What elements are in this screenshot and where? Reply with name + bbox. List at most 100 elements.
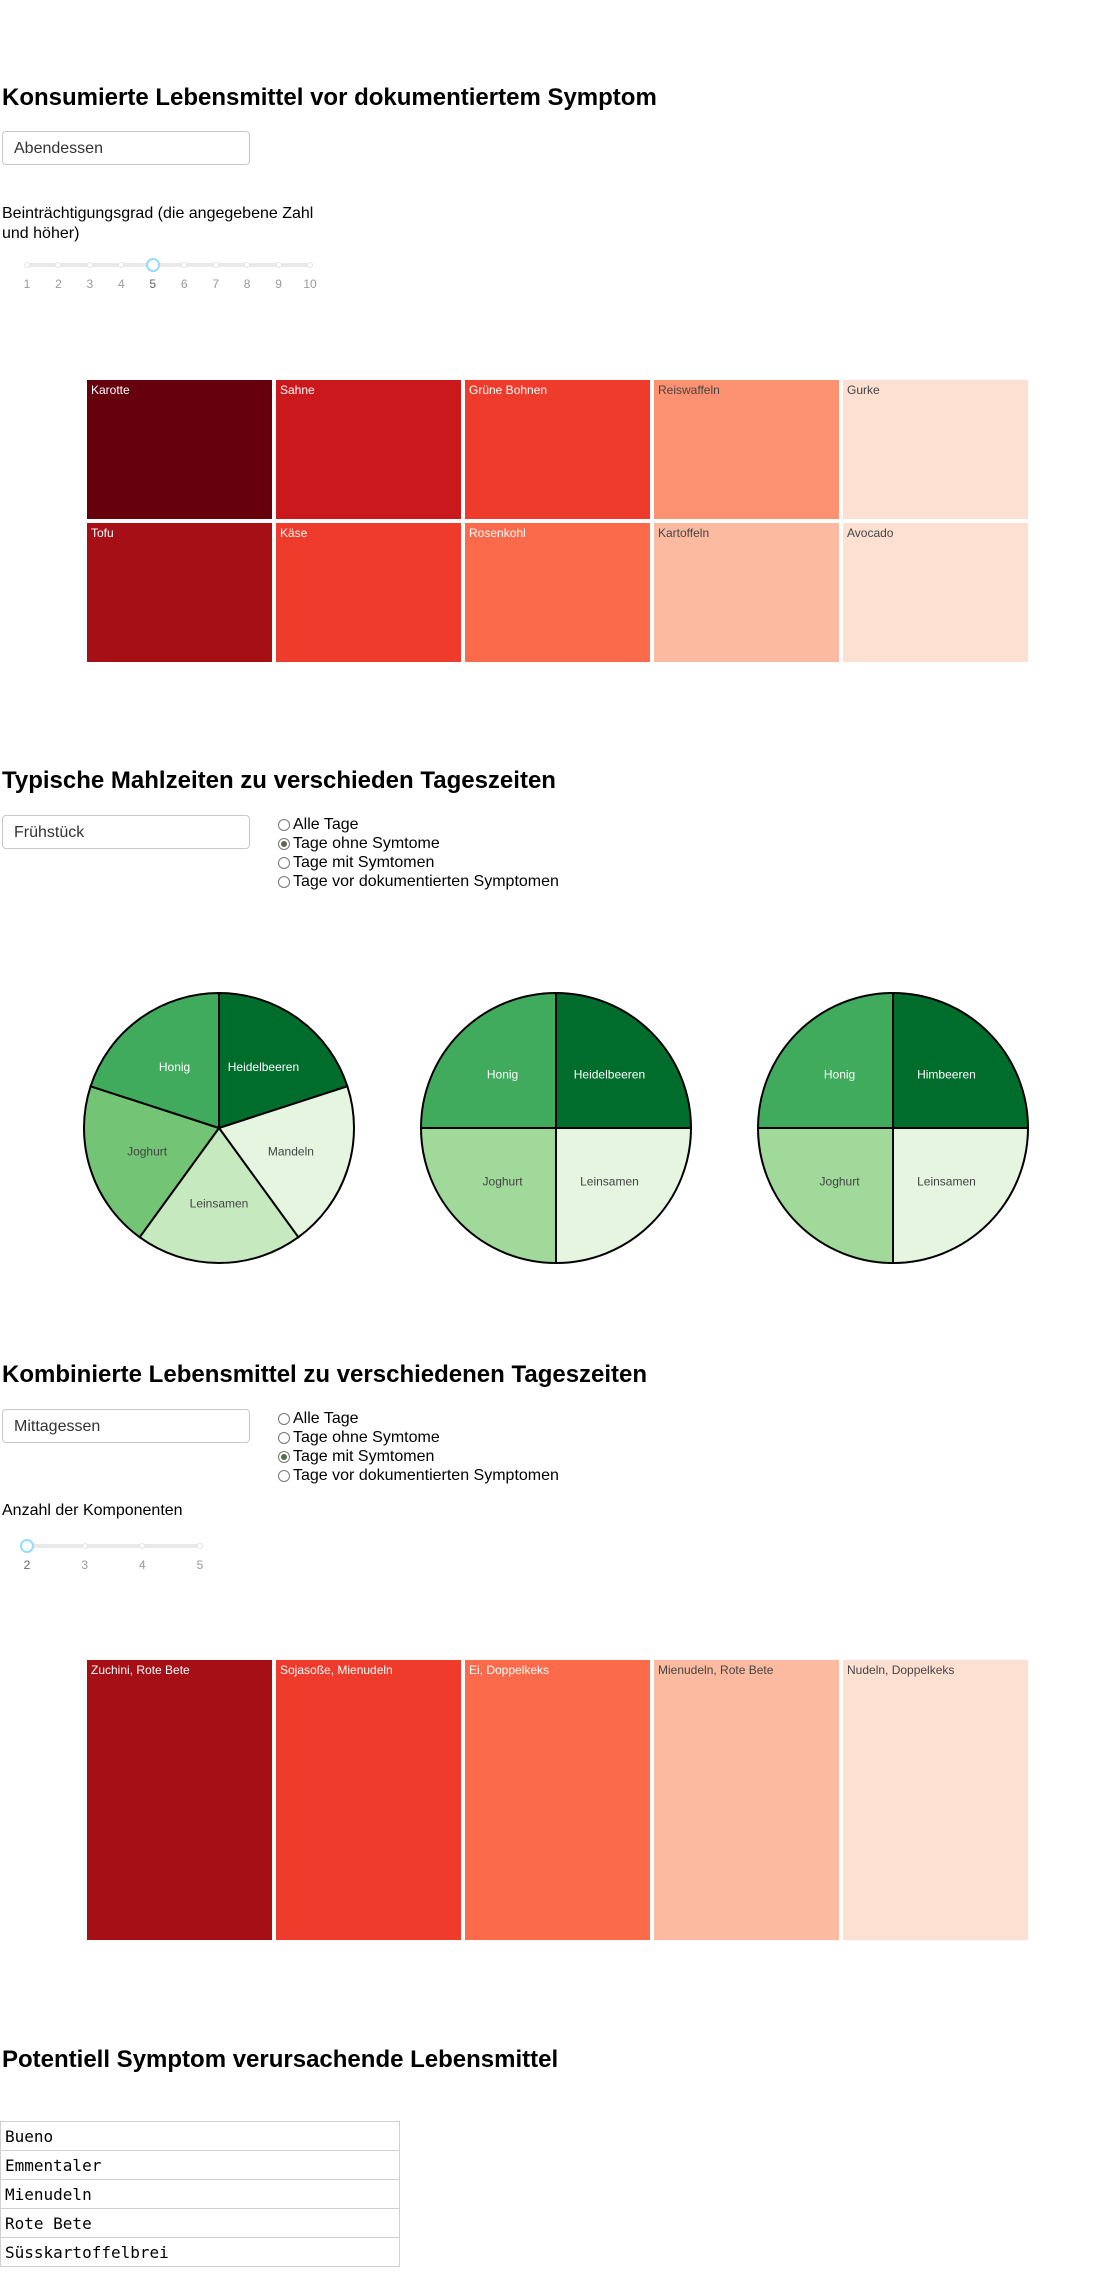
- radio-label[interactable]: Tage mit Symtomen: [293, 854, 435, 871]
- radio-option[interactable]: Tage vor dokumentierten Symptomen: [278, 1466, 559, 1485]
- slider-mark[interactable]: 10: [303, 277, 317, 291]
- treemap-cell[interactable]: Mienudeln, Rote Bete: [654, 1660, 839, 1940]
- consumed-meal-dropdown[interactable]: Abendessen: [2, 131, 250, 165]
- pie-slice[interactable]: [217, 1085, 355, 1239]
- combined-treemap: Zuchini, Rote Bete Sojasoße, Mienudeln Ei,…: [87, 1660, 1028, 1940]
- radio-unchecked-icon[interactable]: [278, 1431, 290, 1444]
- treemap-cell[interactable]: Reiswaffeln: [654, 380, 839, 519]
- pie-slice[interactable]: [555, 991, 693, 1129]
- slider-mark[interactable]: 6: [180, 277, 188, 291]
- consumed-meal-value: Abendessen: [14, 140, 103, 157]
- typical-meal-dropdown[interactable]: Frühstück: [2, 815, 250, 849]
- typical-day-filter[interactable]: Alle Tage Tage ohne Symtome Tage mit Symto…: [278, 815, 559, 891]
- slider-mark[interactable]: 9: [275, 277, 282, 291]
- radio-option[interactable]: Alle Tage: [278, 1409, 559, 1428]
- combined-meal-dropdown[interactable]: Mittagessen: [2, 1409, 250, 1443]
- radio-option[interactable]: Tage ohne Symtome: [278, 1428, 559, 1447]
- slider-track[interactable]: [27, 263, 310, 267]
- slider-mark[interactable]: 2: [55, 277, 62, 291]
- slider-dot[interactable]: [139, 1543, 146, 1549]
- components-slider-label: Anzahl der Komponenten: [2, 1502, 183, 1519]
- radio-unchecked-icon[interactable]: [278, 875, 290, 888]
- pie-slice-label: Honig: [159, 1060, 190, 1074]
- table-row: Mienudeln: [0, 2179, 400, 2209]
- radio-label[interactable]: Tage vor dokumentierten Symptomen: [293, 873, 559, 890]
- radio-option[interactable]: Alle Tage: [278, 815, 559, 834]
- slider-dot[interactable]: [118, 262, 125, 268]
- slider-mark[interactable]: 3: [86, 277, 94, 291]
- pie-slice[interactable]: [89, 991, 220, 1130]
- slider-dot[interactable]: [307, 262, 313, 268]
- pie-slice[interactable]: [892, 991, 1030, 1129]
- slider-handle[interactable]: [145, 258, 160, 272]
- pie-slice[interactable]: [419, 991, 557, 1129]
- slider-dot[interactable]: [181, 262, 188, 268]
- treemap-cell[interactable]: Zuchini, Rote Bete: [87, 1660, 272, 1940]
- slider-mark[interactable]: 4: [138, 1558, 146, 1572]
- treemap-cell[interactable]: Karotte: [87, 380, 272, 519]
- pie-slice-label: Joghurt: [127, 1144, 168, 1158]
- treemap-cell[interactable]: Gurke: [843, 380, 1028, 519]
- radio-option[interactable]: Tage vor dokumentierten Symptomen: [278, 872, 559, 891]
- radio-label[interactable]: Alle Tage: [293, 816, 359, 833]
- radio-unchecked-icon[interactable]: [278, 856, 290, 869]
- slider-dot[interactable]: [197, 1543, 203, 1549]
- pie-slice[interactable]: [756, 991, 894, 1129]
- radio-unchecked-icon[interactable]: [278, 1412, 290, 1425]
- slider-track[interactable]: [27, 1544, 200, 1548]
- pie-slice-label: Mandeln: [268, 1144, 314, 1158]
- treemap-cell[interactable]: Avocado: [843, 523, 1028, 662]
- radio-label[interactable]: Tage ohne Symtome: [293, 1429, 440, 1446]
- slider-dot[interactable]: [24, 262, 30, 268]
- treemap-cell[interactable]: Rosenkohl: [465, 523, 650, 662]
- radio-label[interactable]: Alle Tage: [293, 1410, 359, 1427]
- radio-unchecked-icon[interactable]: [278, 1469, 290, 1482]
- treemap-cell[interactable]: Grüne Bohnen: [465, 380, 650, 519]
- slider-mark[interactable]: 1: [23, 277, 31, 291]
- pie-slice-label: Honig: [487, 1068, 518, 1082]
- pie-slice[interactable]: [756, 1127, 894, 1265]
- slider-handle[interactable]: [20, 1539, 34, 1553]
- table-row: Bueno: [0, 2121, 400, 2151]
- pie-slice[interactable]: [83, 1085, 221, 1239]
- slider-dot[interactable]: [244, 262, 251, 268]
- radio-checked-icon[interactable]: [278, 837, 290, 850]
- treemap-cell[interactable]: Käse: [276, 523, 461, 662]
- slider-dot[interactable]: [81, 1543, 88, 1549]
- slider-mark[interactable]: 8: [243, 277, 251, 291]
- pie-slice[interactable]: [138, 1126, 300, 1264]
- components-slider[interactable]: 2 3 4 5: [0, 1536, 220, 1576]
- radio-option[interactable]: Tage mit Symtomen: [278, 1447, 559, 1466]
- pie-slice-label: Joghurt: [820, 1174, 861, 1188]
- pie-slice[interactable]: [892, 1127, 1030, 1265]
- slider-mark[interactable]: 4: [117, 277, 125, 291]
- impairment-slider[interactable]: 1 2 3 4 5 6 7 8 9 10: [0, 255, 330, 295]
- slider-mark[interactable]: 3: [81, 1558, 88, 1572]
- slider-dot[interactable]: [86, 262, 93, 268]
- treemap-cell[interactable]: Kartoffeln: [654, 523, 839, 662]
- slider-dot[interactable]: [55, 262, 62, 268]
- slider-mark[interactable]: 7: [212, 277, 219, 291]
- radio-checked-icon[interactable]: [278, 1450, 290, 1463]
- radio-label[interactable]: Tage mit Symtomen: [293, 1448, 435, 1465]
- slider-mark[interactable]: 5: [149, 277, 157, 291]
- pie-slice[interactable]: [218, 991, 349, 1130]
- pie-slice[interactable]: [419, 1127, 557, 1265]
- treemap-cell[interactable]: Tofu: [87, 523, 272, 662]
- radio-option[interactable]: Tage mit Symtomen: [278, 853, 559, 872]
- treemap-cell[interactable]: Ei, Doppelkeks: [465, 1660, 650, 1940]
- treemap-cell[interactable]: Sahne: [276, 380, 461, 519]
- pie-slice-label: Himbeeren: [917, 1068, 976, 1082]
- pie-slice[interactable]: [555, 1127, 693, 1265]
- radio-option[interactable]: Tage ohne Symtome: [278, 834, 559, 853]
- treemap-cell[interactable]: Sojasoße, Mienudeln: [276, 1660, 461, 1940]
- treemap-cell[interactable]: Nudeln, Doppelkeks: [843, 1660, 1028, 1940]
- slider-dot[interactable]: [275, 262, 282, 268]
- slider-mark[interactable]: 2: [23, 1558, 31, 1572]
- slider-mark[interactable]: 5: [196, 1558, 204, 1572]
- slider-dot[interactable]: [212, 262, 219, 268]
- combined-day-filter[interactable]: Alle Tage Tage ohne Symtome Tage mit Symto…: [278, 1409, 559, 1485]
- radio-unchecked-icon[interactable]: [278, 818, 290, 831]
- radio-label[interactable]: Tage ohne Symtome: [293, 835, 440, 852]
- radio-label[interactable]: Tage vor dokumentierten Symptomen: [293, 1467, 559, 1484]
